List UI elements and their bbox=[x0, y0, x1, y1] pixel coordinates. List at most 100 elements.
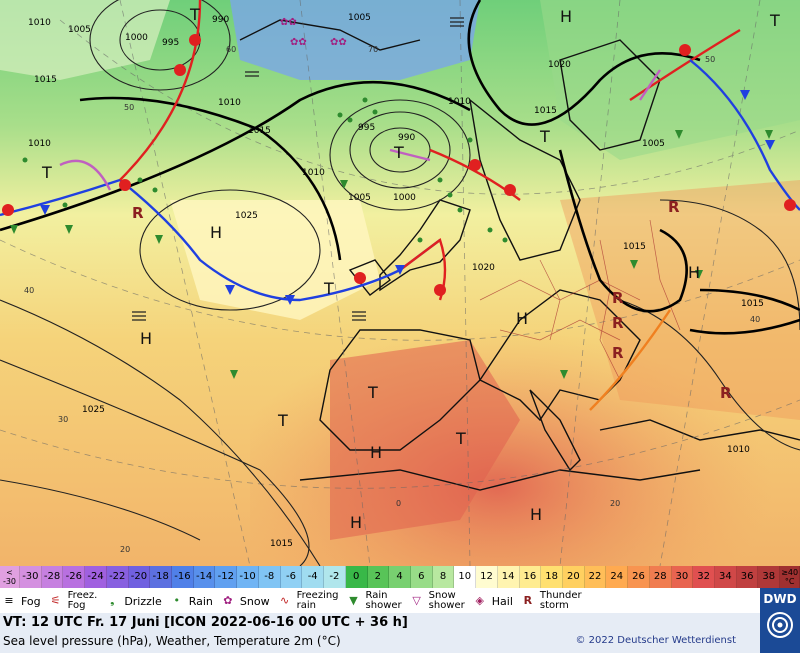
logo-text: DWD bbox=[763, 592, 797, 606]
pressure-label: 1025 bbox=[235, 211, 258, 221]
pressure-label: 1015 bbox=[534, 106, 557, 116]
pressure-labels: 1010 1005 1015 990 995 1000 1005 1010 10… bbox=[28, 13, 764, 549]
snow-icon: ✿ bbox=[223, 594, 233, 607]
high-pressure-label: H bbox=[140, 329, 152, 348]
low-pressure-label: T bbox=[189, 5, 200, 24]
scale-cell: 22 bbox=[584, 566, 607, 588]
scale-cell: -20 bbox=[128, 566, 151, 588]
coastlines bbox=[239, 19, 800, 491]
legend-label: Rain shower bbox=[365, 590, 402, 611]
legend-rain-shower: ▼ Rain shower bbox=[345, 590, 402, 611]
thunderstorm-icon: R bbox=[523, 594, 533, 607]
pressure-label: 995 bbox=[358, 123, 375, 133]
weather-map: ✿✿ ✿✿ ✿✿ R RR RRR 1010 1005 1015 990 995 10… bbox=[0, 0, 800, 566]
low-pressure-label: T bbox=[367, 383, 378, 402]
temperature-color-scale: < -30 -30 -28 -26 -24 -22 -20 -18 -16 -14 -12 -10 -8… bbox=[0, 566, 800, 588]
pressure-label: 1005 bbox=[68, 25, 91, 35]
scale-cell: 4 bbox=[389, 566, 411, 588]
svg-text:R: R bbox=[612, 344, 624, 362]
scale-cell: 8 bbox=[432, 566, 455, 588]
svg-text:R: R bbox=[668, 198, 680, 216]
svg-text:✿✿: ✿✿ bbox=[330, 37, 347, 48]
temperature-label: 30 bbox=[58, 415, 68, 424]
freezing-rain-icon: ∿ bbox=[279, 594, 290, 607]
legend-label: Fog bbox=[21, 594, 41, 608]
pressure-label: 1005 bbox=[642, 139, 665, 149]
weather-legend: ≡ Fog ⚟ Freez. Fog ❟ Drizzle • Rain ✿ Snow ∿ F… bbox=[0, 588, 760, 614]
low-pressure-label: T bbox=[769, 11, 780, 30]
legend-label: Drizzle bbox=[124, 594, 162, 608]
svg-text:✿✿: ✿✿ bbox=[280, 17, 297, 28]
scale-cell: -8 bbox=[258, 566, 281, 588]
legend-label: Freezing rain bbox=[296, 590, 339, 611]
temperature-label: 70 bbox=[368, 45, 378, 54]
scale-cell: 2 bbox=[367, 566, 390, 588]
thunderstorm-symbols: R RR RRR bbox=[132, 198, 732, 402]
high-pressure-label: H bbox=[688, 263, 700, 282]
scale-cell: 36 bbox=[736, 566, 759, 588]
low-pressure-label: T bbox=[41, 163, 52, 182]
low-pressure-label: T bbox=[393, 143, 404, 162]
pressure-label: 1010 bbox=[302, 168, 325, 178]
copyright: © 2022 Deutscher Wetterdienst bbox=[575, 635, 736, 646]
svg-text:R: R bbox=[612, 314, 624, 332]
pressure-label: 1020 bbox=[472, 263, 495, 273]
hail-icon: ◈ bbox=[475, 594, 484, 607]
scale-cell: 12 bbox=[476, 566, 498, 588]
info-panel: VT: 12 UTC Fr. 17 Juni [ICON 2022-06-16 … bbox=[0, 613, 760, 653]
high-pressure-label: H bbox=[516, 309, 528, 328]
legend-snow-shower: ▽ Snow shower bbox=[408, 591, 464, 611]
temperature-label: 50 bbox=[124, 103, 134, 112]
scale-cell: 28 bbox=[649, 566, 672, 588]
low-pressure-label: T bbox=[277, 411, 288, 430]
isobars-bold bbox=[0, 0, 800, 335]
front-symbols bbox=[2, 34, 796, 305]
scale-cell: -30 bbox=[20, 566, 42, 588]
legend-label: Thunder storm bbox=[539, 590, 582, 611]
scale-cell: 10 bbox=[454, 566, 477, 588]
scale-cell: ≥40 °C bbox=[780, 566, 800, 588]
pressure-label: 990 bbox=[398, 133, 415, 143]
scale-cell: -6 bbox=[280, 566, 303, 588]
scale-cell: 38 bbox=[758, 566, 781, 588]
legend-label: Hail bbox=[491, 594, 513, 608]
legend-label: Freez. Fog bbox=[67, 590, 98, 611]
temperature-label: 20 bbox=[120, 545, 130, 554]
scale-cell: -4 bbox=[302, 566, 325, 588]
svg-text:✿✿: ✿✿ bbox=[290, 37, 307, 48]
legend-label: Rain bbox=[188, 594, 213, 608]
pressure-label: 1000 bbox=[125, 33, 148, 43]
scale-cell: -10 bbox=[237, 566, 259, 588]
svg-text:R: R bbox=[612, 289, 624, 307]
pressure-label: 990 bbox=[212, 15, 229, 25]
pressure-label: 1015 bbox=[741, 299, 764, 309]
legend-drizzle: ❟ Drizzle bbox=[103, 593, 162, 609]
svg-text:R: R bbox=[720, 384, 732, 402]
scale-cell: -22 bbox=[106, 566, 129, 588]
dwd-logo: DWD bbox=[760, 588, 800, 653]
scale-cell: 14 bbox=[497, 566, 520, 588]
low-pressure-label: T bbox=[323, 279, 334, 298]
graticule bbox=[0, 0, 800, 566]
temperature-label: 40 bbox=[750, 315, 760, 324]
rain-symbols bbox=[22, 97, 508, 243]
pressure-label: 1010 bbox=[28, 139, 51, 149]
pressure-label: 1010 bbox=[448, 97, 471, 107]
drizzle-icon: ❟ bbox=[110, 594, 115, 607]
scale-cell: -18 bbox=[150, 566, 173, 588]
temperature-label: 20 bbox=[610, 499, 620, 508]
pressure-label: 1020 bbox=[548, 60, 571, 70]
fog-icon: ≡ bbox=[4, 594, 14, 607]
scale-cell: 30 bbox=[671, 566, 694, 588]
legend-freezing-fog: ⚟ Freez. Fog bbox=[47, 591, 98, 611]
pressure-label: 1000 bbox=[393, 193, 416, 203]
snow-symbols: ✿✿ ✿✿ ✿✿ bbox=[280, 17, 347, 48]
rain-shower-icon: ▼ bbox=[349, 594, 358, 607]
scale-cell: -2 bbox=[324, 566, 346, 588]
legend-label: Snow bbox=[239, 594, 270, 608]
scale-cell: 0 bbox=[345, 566, 368, 588]
high-pressure-label: H bbox=[210, 223, 222, 242]
pressure-label: 1010 bbox=[218, 98, 241, 108]
snow-shower-icon: ▽ bbox=[412, 594, 421, 607]
high-pressure-label: H bbox=[560, 7, 572, 26]
